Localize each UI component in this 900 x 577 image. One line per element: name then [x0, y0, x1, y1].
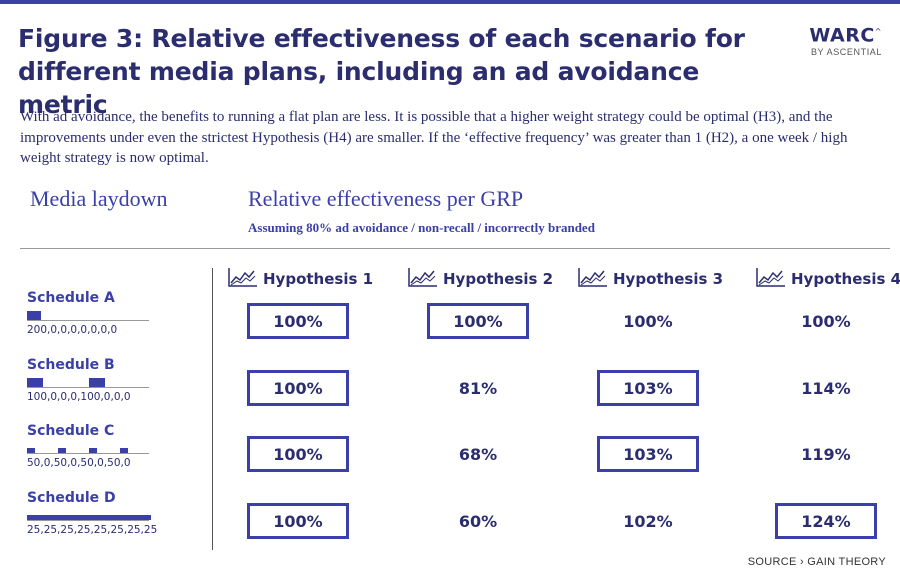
laydown-bar: [120, 448, 128, 453]
laydown-baseline: [27, 320, 149, 321]
effectiveness-value: 68%: [458, 444, 498, 464]
laydown-bar: [89, 448, 97, 453]
laydown-bar: [89, 515, 105, 520]
line-chart-icon: [408, 267, 443, 291]
effectiveness-value: 119%: [801, 444, 851, 464]
effectiveness-value: 100%: [623, 311, 673, 331]
laydown-values: 100,0,0,0,100,0,0,0: [27, 391, 131, 403]
schedule-label: Schedule A: [27, 290, 115, 306]
laydown-baseline: [27, 387, 149, 388]
laydown-bar: [73, 515, 89, 520]
laydown-bars: [27, 444, 177, 454]
hypothesis-header-1: Hypothesis 1: [228, 268, 373, 290]
effectiveness-value: 100%: [247, 503, 349, 539]
logo-wordmark: WARC^: [809, 24, 882, 47]
effectiveness-value: 60%: [458, 511, 498, 531]
schedule-label: Schedule C: [27, 423, 115, 439]
effectiveness-value: 100%: [427, 303, 529, 339]
laydown-values: 25,25,25,25,25,25,25,25: [27, 524, 158, 536]
line-chart-icon: [228, 267, 263, 291]
laydown-bar: [27, 378, 43, 387]
hypothesis-label: Hypothesis 1: [263, 270, 374, 288]
effectiveness-value: 114%: [801, 378, 851, 398]
effectiveness-value: 100%: [247, 370, 349, 406]
laydown-baseline: [27, 453, 149, 454]
hypothesis-label: Hypothesis 2: [443, 270, 554, 288]
intro-paragraph: With ad avoidance, the benefits to runni…: [20, 109, 848, 166]
header-divider: [20, 248, 890, 249]
effectiveness-value: 81%: [458, 378, 498, 398]
laydown-bar: [27, 448, 35, 453]
effectiveness-value: 103%: [597, 436, 699, 472]
laydown-bar: [120, 515, 136, 520]
effectiveness-value: 102%: [623, 511, 673, 531]
warc-logo: WARC^ BY ASCENTIAL: [804, 22, 882, 57]
logo-subtitle: BY ASCENTIAL: [810, 47, 882, 58]
top-accent-bar: [0, 0, 900, 4]
laydown-bar: [135, 515, 151, 520]
schedule-label: Schedule D: [27, 490, 116, 506]
column-divider: [212, 268, 213, 550]
laydown-values: 200,0,0,0,0,0,0,0: [27, 324, 118, 336]
laydown-bars: [27, 311, 177, 321]
laydown-bar: [58, 448, 66, 453]
hypothesis-label: Hypothesis 4: [791, 270, 900, 288]
line-chart-icon: [578, 267, 613, 291]
laydown-bar: [89, 378, 105, 387]
laydown-bar: [27, 515, 43, 520]
hypothesis-header-4: Hypothesis 4: [756, 268, 900, 290]
source-note: SOURCE › GAIN THEORY: [747, 556, 886, 568]
effectiveness-value: 100%: [247, 436, 349, 472]
effectiveness-value: 103%: [597, 370, 699, 406]
line-chart-icon: [756, 267, 791, 291]
hypothesis-header-2: Hypothesis 2: [408, 268, 553, 290]
laydown-bars: [27, 378, 177, 388]
effectiveness-value: 100%: [801, 311, 851, 331]
laydown-baseline: [27, 520, 149, 521]
figure-title: Figure 3: Relative effectiveness of each…: [18, 24, 745, 119]
effectiveness-value: 100%: [247, 303, 349, 339]
effectiveness-heading: Relative effectiveness per GRP: [248, 186, 524, 211]
laydown-bar: [58, 515, 74, 520]
effectiveness-value: 124%: [775, 503, 877, 539]
hypothesis-header-3: Hypothesis 3: [578, 268, 723, 290]
laydown-bar: [42, 515, 58, 520]
laydown-bar: [27, 311, 41, 320]
schedule-label: Schedule B: [27, 357, 115, 373]
laydown-bar: [104, 515, 120, 520]
laydown-bars: [27, 511, 177, 521]
media-laydown-heading: Media laydown: [30, 186, 168, 211]
hypothesis-label: Hypothesis 3: [613, 270, 724, 288]
laydown-values: 50,0,50,0,50,0,50,0: [27, 457, 131, 469]
assumption-subheading: Assuming 80% ad avoidance / non-recall /…: [248, 220, 595, 235]
